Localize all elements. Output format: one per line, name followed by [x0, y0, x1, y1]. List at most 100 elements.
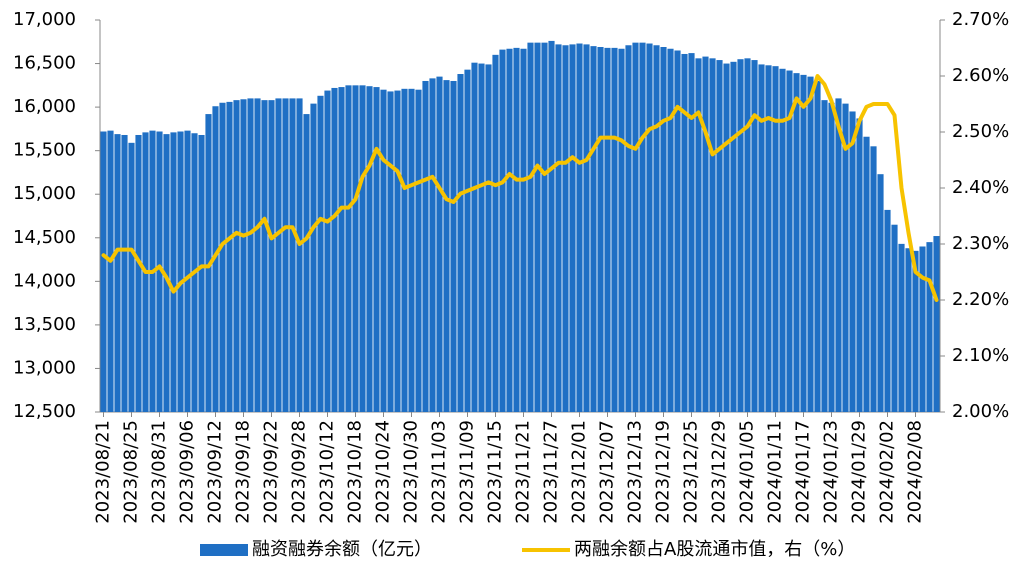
bar	[156, 131, 163, 412]
bar	[611, 47, 618, 413]
bar	[247, 98, 254, 413]
x-tick-label: 2023/11/09	[457, 420, 478, 524]
bar	[870, 146, 877, 413]
x-tick-label: 2024/02/08	[905, 420, 926, 524]
y2-tick-label: 2.40%	[952, 177, 1009, 198]
bar	[282, 98, 289, 413]
bar	[758, 64, 765, 412]
bar	[520, 48, 527, 412]
bar	[331, 87, 338, 413]
bar	[618, 48, 625, 412]
bar	[779, 68, 786, 412]
x-tick-label: 2023/11/27	[541, 420, 562, 524]
bar	[170, 132, 177, 412]
y2-tick-label: 2.70%	[952, 9, 1009, 30]
bar	[240, 99, 247, 412]
x-tick-label: 2024/01/29	[849, 420, 870, 524]
x-tick-label: 2024/01/23	[821, 420, 842, 524]
bar	[289, 98, 296, 413]
bar	[569, 44, 576, 412]
bar	[660, 47, 667, 412]
y-tick-label: 17,000	[13, 9, 76, 30]
bar	[877, 174, 884, 412]
y-tick-label: 16,000	[13, 96, 76, 117]
bar	[800, 74, 807, 412]
bar	[296, 98, 303, 413]
bar	[261, 100, 268, 413]
x-tick-label: 2024/01/11	[765, 420, 786, 524]
bar	[534, 42, 541, 412]
y-tick-label: 15,500	[13, 140, 76, 161]
x-tick-label: 2023/11/21	[513, 420, 534, 524]
bar	[478, 63, 485, 413]
bar	[338, 87, 345, 412]
bar	[324, 90, 331, 412]
bar	[821, 100, 828, 413]
bar	[429, 78, 436, 412]
bar	[849, 111, 856, 412]
bar	[863, 136, 870, 412]
bar	[436, 76, 443, 412]
x-tick-label: 2023/10/24	[373, 420, 394, 524]
bar	[345, 85, 352, 412]
bar	[366, 86, 373, 413]
bar	[681, 53, 688, 413]
x-tick-label: 2023/08/25	[121, 420, 142, 524]
bar	[653, 45, 660, 413]
bar	[709, 58, 716, 412]
y-tick-label: 13,000	[13, 357, 76, 378]
x-tick-label: 2023/12/13	[625, 420, 646, 524]
bar	[541, 42, 548, 412]
y-tick-label: 15,000	[13, 183, 76, 204]
x-tick-label: 2023/12/25	[681, 420, 702, 524]
bar	[233, 100, 240, 413]
bar	[303, 114, 310, 412]
bar	[786, 70, 793, 412]
bar	[408, 88, 415, 412]
bar	[121, 134, 128, 412]
bar	[702, 56, 709, 412]
bar	[926, 242, 933, 412]
bar	[807, 76, 814, 412]
x-tick-label: 2023/08/21	[93, 420, 114, 524]
bar	[443, 80, 450, 413]
y-tick-label: 14,000	[13, 270, 76, 291]
bar	[555, 44, 562, 412]
y2-tick-label: 2.00%	[952, 401, 1009, 422]
bar	[919, 246, 926, 412]
bar	[401, 88, 408, 412]
x-tick-label: 2023/10/30	[401, 420, 422, 524]
bar	[597, 47, 604, 412]
bar	[464, 69, 471, 413]
x-tick-label: 2023/11/03	[429, 420, 450, 524]
bar	[226, 101, 233, 412]
x-tick-label: 2023/09/18	[233, 420, 254, 524]
bar	[212, 106, 219, 413]
x-tick-label: 2023/12/29	[709, 420, 730, 524]
bar	[128, 142, 135, 412]
line	[101, 74, 939, 302]
bar	[716, 60, 723, 413]
bar	[933, 236, 940, 412]
bar	[737, 59, 744, 412]
bar	[485, 64, 492, 412]
bar	[548, 40, 555, 412]
x-tick-label: 2024/01/17	[793, 420, 814, 524]
bar	[695, 58, 702, 412]
bar	[674, 50, 681, 412]
x-tick-label: 2023/12/07	[597, 420, 618, 524]
bar	[380, 89, 387, 412]
bar	[891, 224, 898, 412]
bar	[583, 44, 590, 412]
bar	[219, 102, 226, 412]
bar	[184, 130, 191, 412]
bar	[387, 91, 394, 412]
bar	[688, 53, 695, 412]
x-tick-label: 2023/09/28	[289, 420, 310, 524]
x-tick-label: 2023/09/12	[205, 420, 226, 524]
y2-tick-label: 2.10%	[952, 345, 1009, 366]
x-tick-label: 2023/11/15	[485, 420, 506, 524]
x-tick-label: 2023/08/31	[149, 420, 170, 524]
bar	[513, 47, 520, 413]
